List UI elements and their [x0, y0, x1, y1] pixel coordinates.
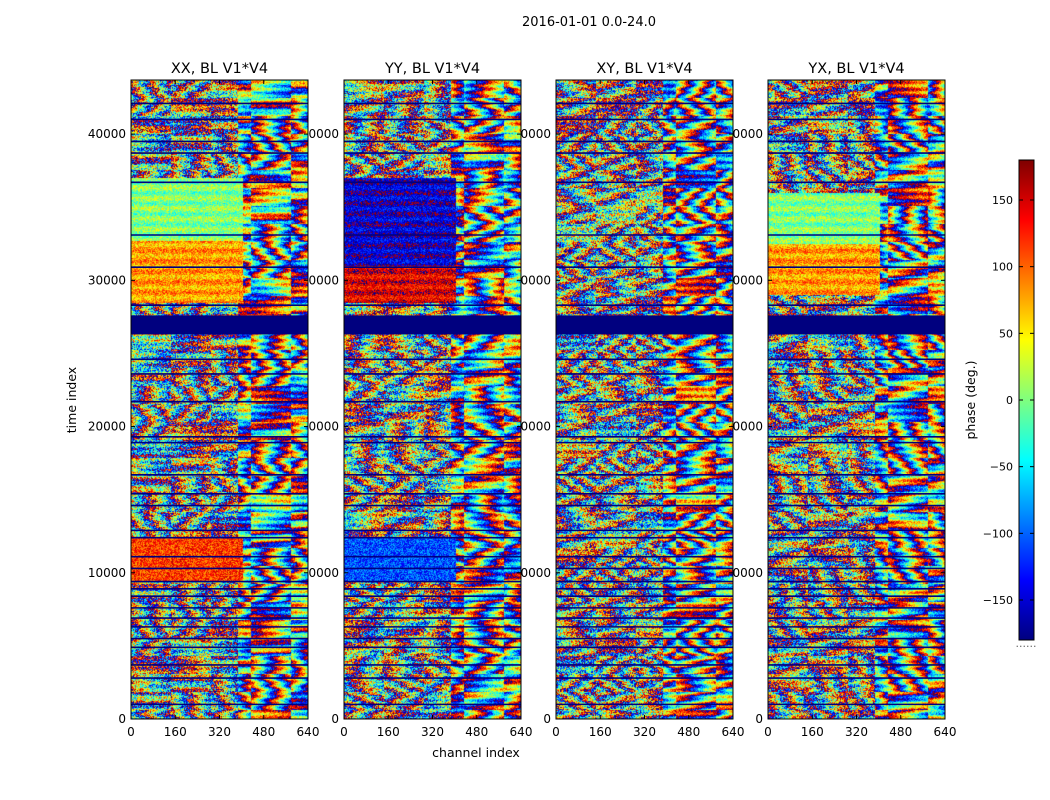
flagged-band: [556, 315, 733, 335]
y-tick-label: 0000: [520, 420, 551, 434]
x-tick-label: 160: [164, 725, 187, 739]
x-tick-label: 640: [297, 725, 320, 739]
x-tick-label: 320: [421, 725, 444, 739]
colorbar-tick-label: 150: [992, 194, 1013, 207]
y-tick-label: 0000: [520, 566, 551, 580]
x-tick-label: 160: [801, 725, 824, 739]
x-tick-label: 480: [889, 725, 912, 739]
x-tick-label: 480: [677, 725, 700, 739]
x-tick-label: 320: [633, 725, 656, 739]
colorbar-tick-label: 100: [992, 261, 1013, 274]
flagged-band: [131, 315, 308, 335]
x-tick-label: 0: [340, 725, 348, 739]
phase-raster: [556, 80, 733, 719]
x-tick-label: 480: [465, 725, 488, 739]
y-tick-label: 0000: [732, 127, 763, 141]
y-tick-label: 0000: [520, 273, 551, 287]
x-tick-label: 160: [377, 725, 400, 739]
y-tick-label: 0000: [732, 420, 763, 434]
y-tick-label: 0000: [520, 127, 551, 141]
x-tick-label: 640: [510, 725, 533, 739]
panel-title: XX, BL V1*V4: [171, 61, 268, 77]
y-tick-label: 20000: [88, 420, 126, 434]
colorbar-tick-label: −50: [990, 461, 1013, 474]
colorbar-tick-label: −150: [983, 594, 1013, 607]
x-tick-label: 480: [252, 725, 275, 739]
x-tick-label: 320: [845, 725, 868, 739]
panels: XX, BL V1*V4 0 160 320 480 640 0 10000 20000 3000…: [88, 61, 957, 739]
panel-2: YY, BL V1*V40 160 320 480 640000000000000000…: [308, 61, 532, 739]
panel-3: XY, BL V1*V40 160 320 480 640000000000000000…: [520, 61, 744, 739]
y-tick-label: 40000: [88, 127, 126, 141]
colorbar-tick-label: 0: [1006, 394, 1013, 407]
x-tick-label: 0: [127, 725, 135, 739]
flagged-band: [344, 315, 521, 335]
x-tick-label: 640: [934, 725, 957, 739]
x-tick-label: 0: [764, 725, 772, 739]
y-axis-label: time index: [64, 367, 79, 433]
y-tick-label: 0000: [308, 127, 339, 141]
colorbar: 150 100 50 0 −50 −100 −150: [983, 159, 1035, 641]
panel-1: XX, BL V1*V4 0 160 320 480 640 0 10000 20000 3000…: [88, 61, 320, 739]
phase-raster: [131, 80, 308, 719]
x-tick-label: 160: [589, 725, 612, 739]
y-tick-label: 0000: [308, 420, 339, 434]
y-tick-label: 0000: [732, 273, 763, 287]
y-tick-label: 0000: [732, 566, 763, 580]
y-tick-label: 0: [118, 712, 126, 726]
y-tick-label: 0: [331, 712, 339, 726]
panel-title: XY, BL V1*V4: [596, 61, 692, 77]
y-tick-label: 0000: [308, 566, 339, 580]
y-tick-label: 0: [543, 712, 551, 726]
panel-title: YY, BL V1*V4: [384, 61, 480, 77]
phase-raster: [768, 80, 945, 719]
panel-4: YX, BL V1*V40 160 320 480 640000000000000000…: [732, 61, 956, 739]
colorbar-footer: ......: [1016, 637, 1037, 650]
y-tick-label: 30000: [88, 273, 126, 287]
flagged-band: [768, 315, 945, 335]
x-tick-label: 320: [208, 725, 231, 739]
x-tick-label: 640: [722, 725, 745, 739]
x-tick-label: 0: [552, 725, 560, 739]
y-tick-label: 0000: [308, 273, 339, 287]
y-tick-label: 0: [755, 712, 763, 726]
colorbar-label: phase (deg.): [963, 361, 978, 440]
y-tick-label: 10000: [88, 566, 126, 580]
colorbar-tick-label: 50: [999, 327, 1013, 340]
colorbar-tick-label: −100: [983, 527, 1013, 540]
x-axis-label: channel index: [432, 745, 520, 760]
phase-raster: [344, 80, 521, 719]
panel-title: YX, BL V1*V4: [807, 61, 904, 77]
figure-title: 2016-01-01 0.0-24.0: [522, 15, 656, 30]
